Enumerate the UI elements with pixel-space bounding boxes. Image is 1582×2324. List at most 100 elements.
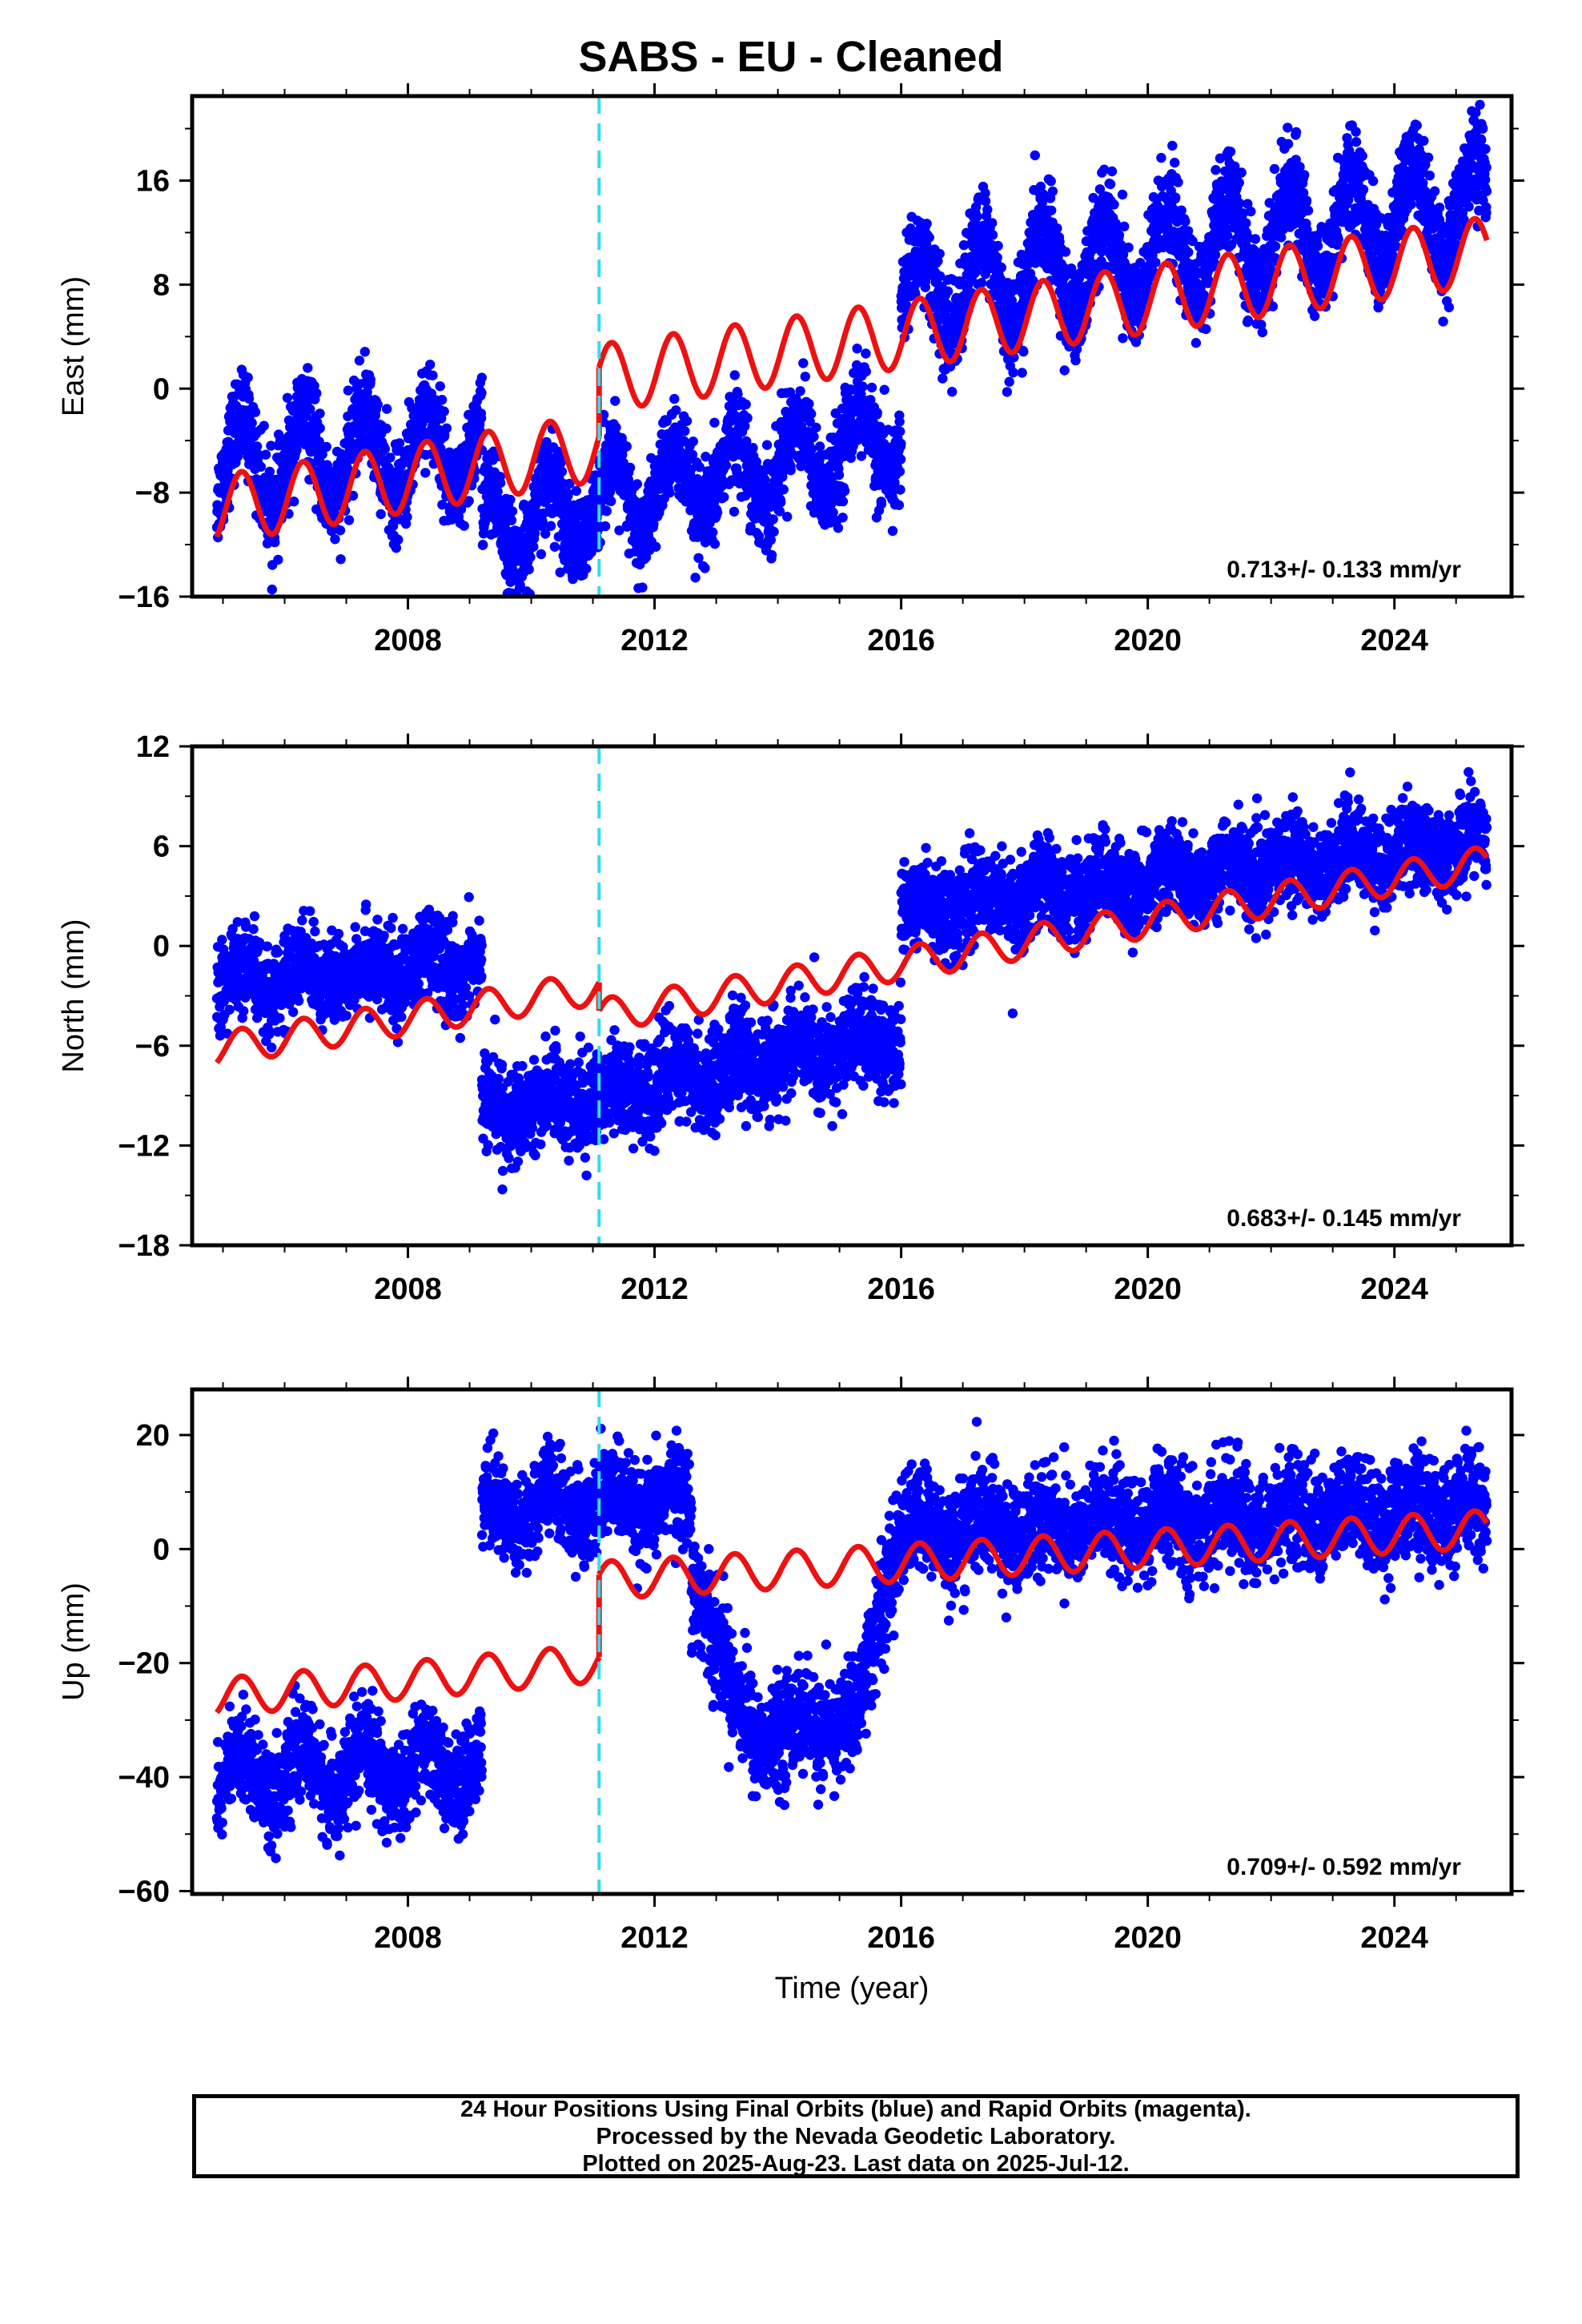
observation-point xyxy=(1004,376,1014,387)
observation-point xyxy=(947,387,958,397)
observation-point xyxy=(1201,324,1211,335)
observation-point xyxy=(1117,189,1128,200)
observation-point xyxy=(776,497,786,508)
observation-point xyxy=(806,444,817,455)
observation-point xyxy=(632,479,643,489)
observation-point xyxy=(934,248,945,259)
observation-point xyxy=(894,466,905,476)
observation-point xyxy=(687,449,698,460)
observation-point xyxy=(942,286,954,296)
observation-point xyxy=(1170,157,1180,168)
observation-point xyxy=(761,440,773,450)
observation-point xyxy=(393,534,404,545)
observation-point xyxy=(1002,387,1013,397)
observation-point xyxy=(335,554,346,565)
observation-point xyxy=(259,420,269,431)
observation-point xyxy=(839,485,850,497)
observation-point xyxy=(321,441,331,452)
observation-point xyxy=(315,423,325,433)
observation-point xyxy=(765,535,776,545)
observation-point xyxy=(382,404,392,414)
observation-point xyxy=(611,422,621,432)
observation-point xyxy=(804,399,814,409)
observation-point xyxy=(1037,197,1048,207)
observation-point xyxy=(748,443,758,453)
observation-point xyxy=(1176,205,1186,215)
observation-point xyxy=(938,373,948,384)
observation-point xyxy=(480,517,490,529)
observation-point xyxy=(420,468,431,478)
observation-point xyxy=(254,450,264,460)
observation-point xyxy=(621,441,632,452)
observation-point xyxy=(921,219,932,229)
observation-point xyxy=(1180,216,1191,227)
observation-point xyxy=(1052,223,1062,234)
observation-point xyxy=(879,384,889,395)
observation-point xyxy=(402,512,412,522)
observation-point xyxy=(972,211,982,222)
observation-point xyxy=(537,516,548,527)
observation-point xyxy=(1008,368,1018,378)
observation-point xyxy=(387,521,399,531)
observation-point xyxy=(563,490,573,501)
observation-point xyxy=(740,421,750,432)
observation-point xyxy=(992,252,1002,263)
observation-point xyxy=(507,506,518,517)
observation-point xyxy=(809,432,819,442)
observation-point xyxy=(1118,333,1128,344)
observation-point xyxy=(525,552,536,562)
observation-point xyxy=(896,438,906,449)
observation-point xyxy=(255,461,267,472)
observation-point xyxy=(856,451,867,461)
observation-point xyxy=(1148,266,1158,277)
observation-point xyxy=(688,436,698,447)
observation-point xyxy=(601,506,612,517)
observation-point xyxy=(303,363,313,373)
observation-point xyxy=(1351,127,1361,137)
observation-point xyxy=(515,580,525,590)
observation-point xyxy=(1312,241,1323,251)
observation-point xyxy=(1301,195,1312,206)
observation-point xyxy=(833,469,845,480)
observation-point xyxy=(993,240,1003,251)
observation-point xyxy=(708,527,718,537)
observation-point xyxy=(251,441,263,452)
observation-point xyxy=(476,388,487,398)
observation-point xyxy=(600,521,611,532)
observation-point xyxy=(282,392,293,403)
observation-point xyxy=(1183,247,1194,258)
observation-point xyxy=(1182,226,1194,236)
observation-point xyxy=(437,500,448,510)
observation-point xyxy=(1358,184,1369,195)
observation-point xyxy=(495,477,506,489)
observation-point xyxy=(701,452,711,462)
observation-point xyxy=(785,387,796,397)
observation-point xyxy=(681,416,693,426)
observation-point xyxy=(571,485,582,497)
observation-point xyxy=(1343,195,1354,205)
observation-point xyxy=(1112,221,1122,231)
observation-point xyxy=(741,399,751,410)
observation-point xyxy=(709,417,720,428)
observation-point xyxy=(693,553,704,563)
observation-point xyxy=(545,521,556,531)
observation-point xyxy=(492,486,503,497)
observation-point xyxy=(1059,365,1070,376)
observation-point xyxy=(1046,176,1056,187)
observation-point xyxy=(1256,320,1267,330)
observation-point xyxy=(1150,257,1161,267)
observation-point xyxy=(459,521,469,531)
observation-point xyxy=(1187,235,1198,247)
observation-point xyxy=(243,393,255,404)
observation-point xyxy=(811,422,821,433)
observation-point xyxy=(1156,152,1166,163)
observation-point xyxy=(614,525,624,536)
observation-point xyxy=(1105,179,1116,190)
observation-point xyxy=(685,464,697,475)
observation-point xyxy=(624,462,636,473)
observation-point xyxy=(505,494,516,505)
observation-point xyxy=(1351,137,1362,147)
observation-point xyxy=(289,497,299,507)
